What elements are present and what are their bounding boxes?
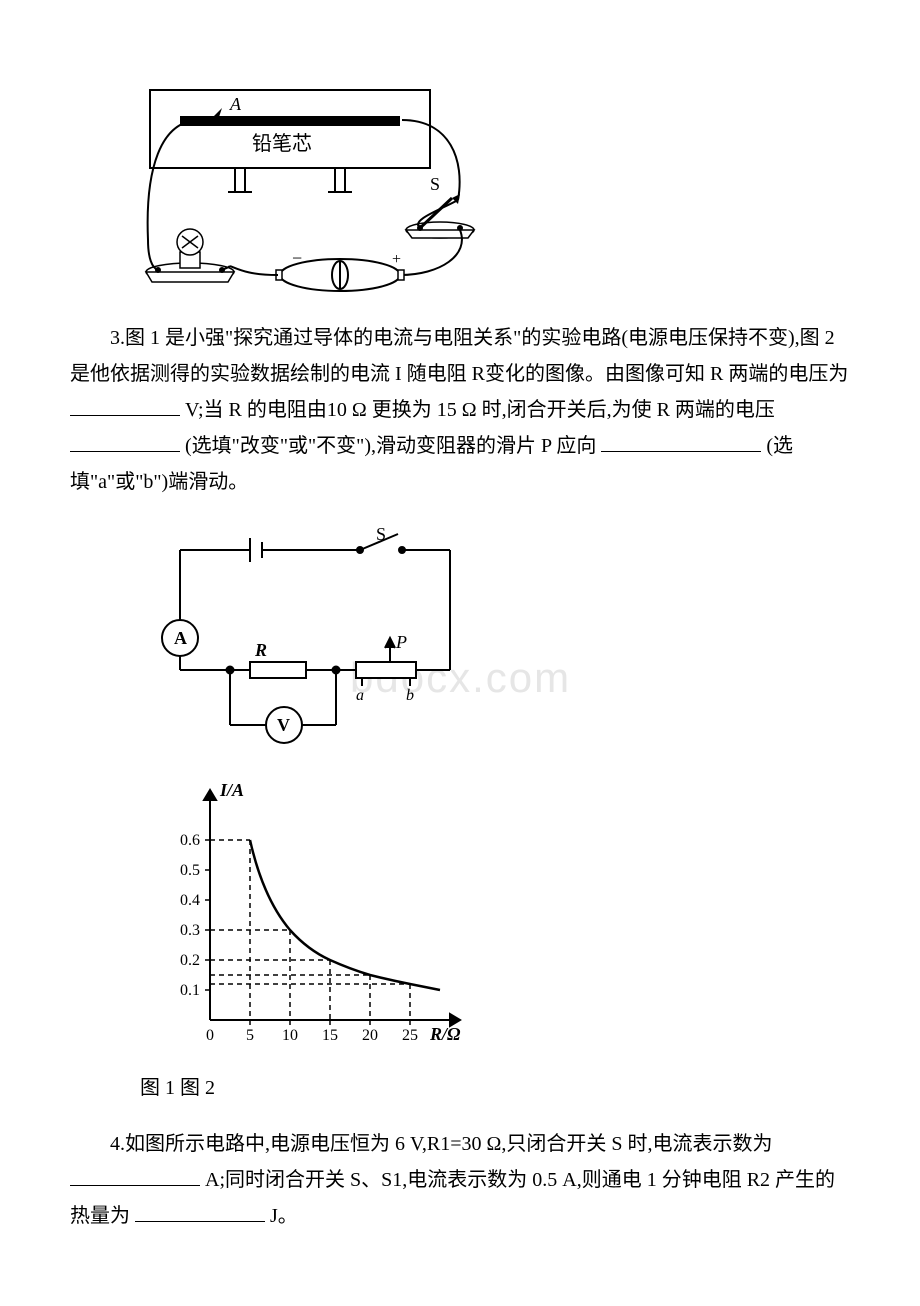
ylabel: I/A [219,780,244,800]
q3-unitv: V;当 R 的电阻由10 Ω 更换为 15 Ω 时,闭合开关后,为使 R 两端的… [185,399,775,421]
pencil-circuit-svg: A 铅笔芯 S + − [140,80,510,300]
ytick-0-2: 0.2 [180,952,200,969]
xtick-20: 20 [362,1027,378,1044]
iv-curve [250,840,440,990]
pencil-label-a: A [229,94,242,114]
svg-text:−: − [292,248,302,268]
resistor-r-label: R [254,640,267,660]
ammeter-label: A [174,628,187,648]
xtick-5: 5 [246,1027,254,1044]
fig12-caption: 图 1 图 2 [140,1070,850,1106]
pencil-circuit-figure: A 铅笔芯 S + − [140,80,850,300]
q3-blank-change [70,432,180,452]
xlabel: R/Ω [429,1024,461,1044]
q4-t1: 4.如图所示电路中,电源电压恒为 6 V,R1=30 Ω,只闭合开关 S 时,电… [110,1133,772,1155]
ytick-0-1: 0.1 [180,982,200,999]
ytick-0-4: 0.4 [180,892,200,909]
svg-text:+: + [392,251,401,268]
iv-graph-figure: I/A R/Ω 0.6 0.5 0.4 0.3 0.2 0.1 0 5 10 1… [140,770,850,1050]
q3-blank-direction [601,432,761,452]
terminal-b-label: b [406,687,414,704]
ytick-0-3: 0.3 [180,922,200,939]
q4-tail: J。 [270,1205,298,1227]
q3-post2: (选填"改变"或"不变"),滑动变阻器的滑片 P 应向 [185,435,596,457]
xtick-15: 15 [322,1027,338,1044]
pencil-core-label: 铅笔芯 [252,132,312,155]
q4-blank-current [70,1166,200,1186]
iv-graph-svg: I/A R/Ω 0.6 0.5 0.4 0.3 0.2 0.1 0 5 10 1… [140,770,500,1050]
xtick-10: 10 [282,1027,298,1044]
ytick-0-6: 0.6 [180,832,200,849]
q4-paragraph: 4.如图所示电路中,电源电压恒为 6 V,R1=30 Ω,只闭合开关 S 时,电… [70,1126,850,1234]
q3-paragraph: 3.图 1 是小强"探究通过导体的电流与电阻关系"的实验电路(电源电压保持不变)… [70,320,850,500]
xtick-0: 0 [206,1027,214,1044]
q3-t1: 3.图 1 是小强"探究通过导体的电流与电阻关系"的实验电路(电源电压保持不变)… [70,327,848,385]
voltmeter-label: V [277,715,290,735]
ytick-0-5: 0.5 [180,862,200,879]
circuit-figure: bdocx.com [140,520,850,750]
circuit-svg: S A V R P a b [140,520,490,750]
q4-blank-heat [135,1202,265,1222]
switch-s-label: S [430,174,440,194]
q3-blank-voltage [70,396,180,416]
slider-p-label: P [395,632,407,652]
xtick-25: 25 [402,1027,418,1044]
circuit-s-label: S [376,524,386,544]
terminal-a-label: a [356,687,364,704]
